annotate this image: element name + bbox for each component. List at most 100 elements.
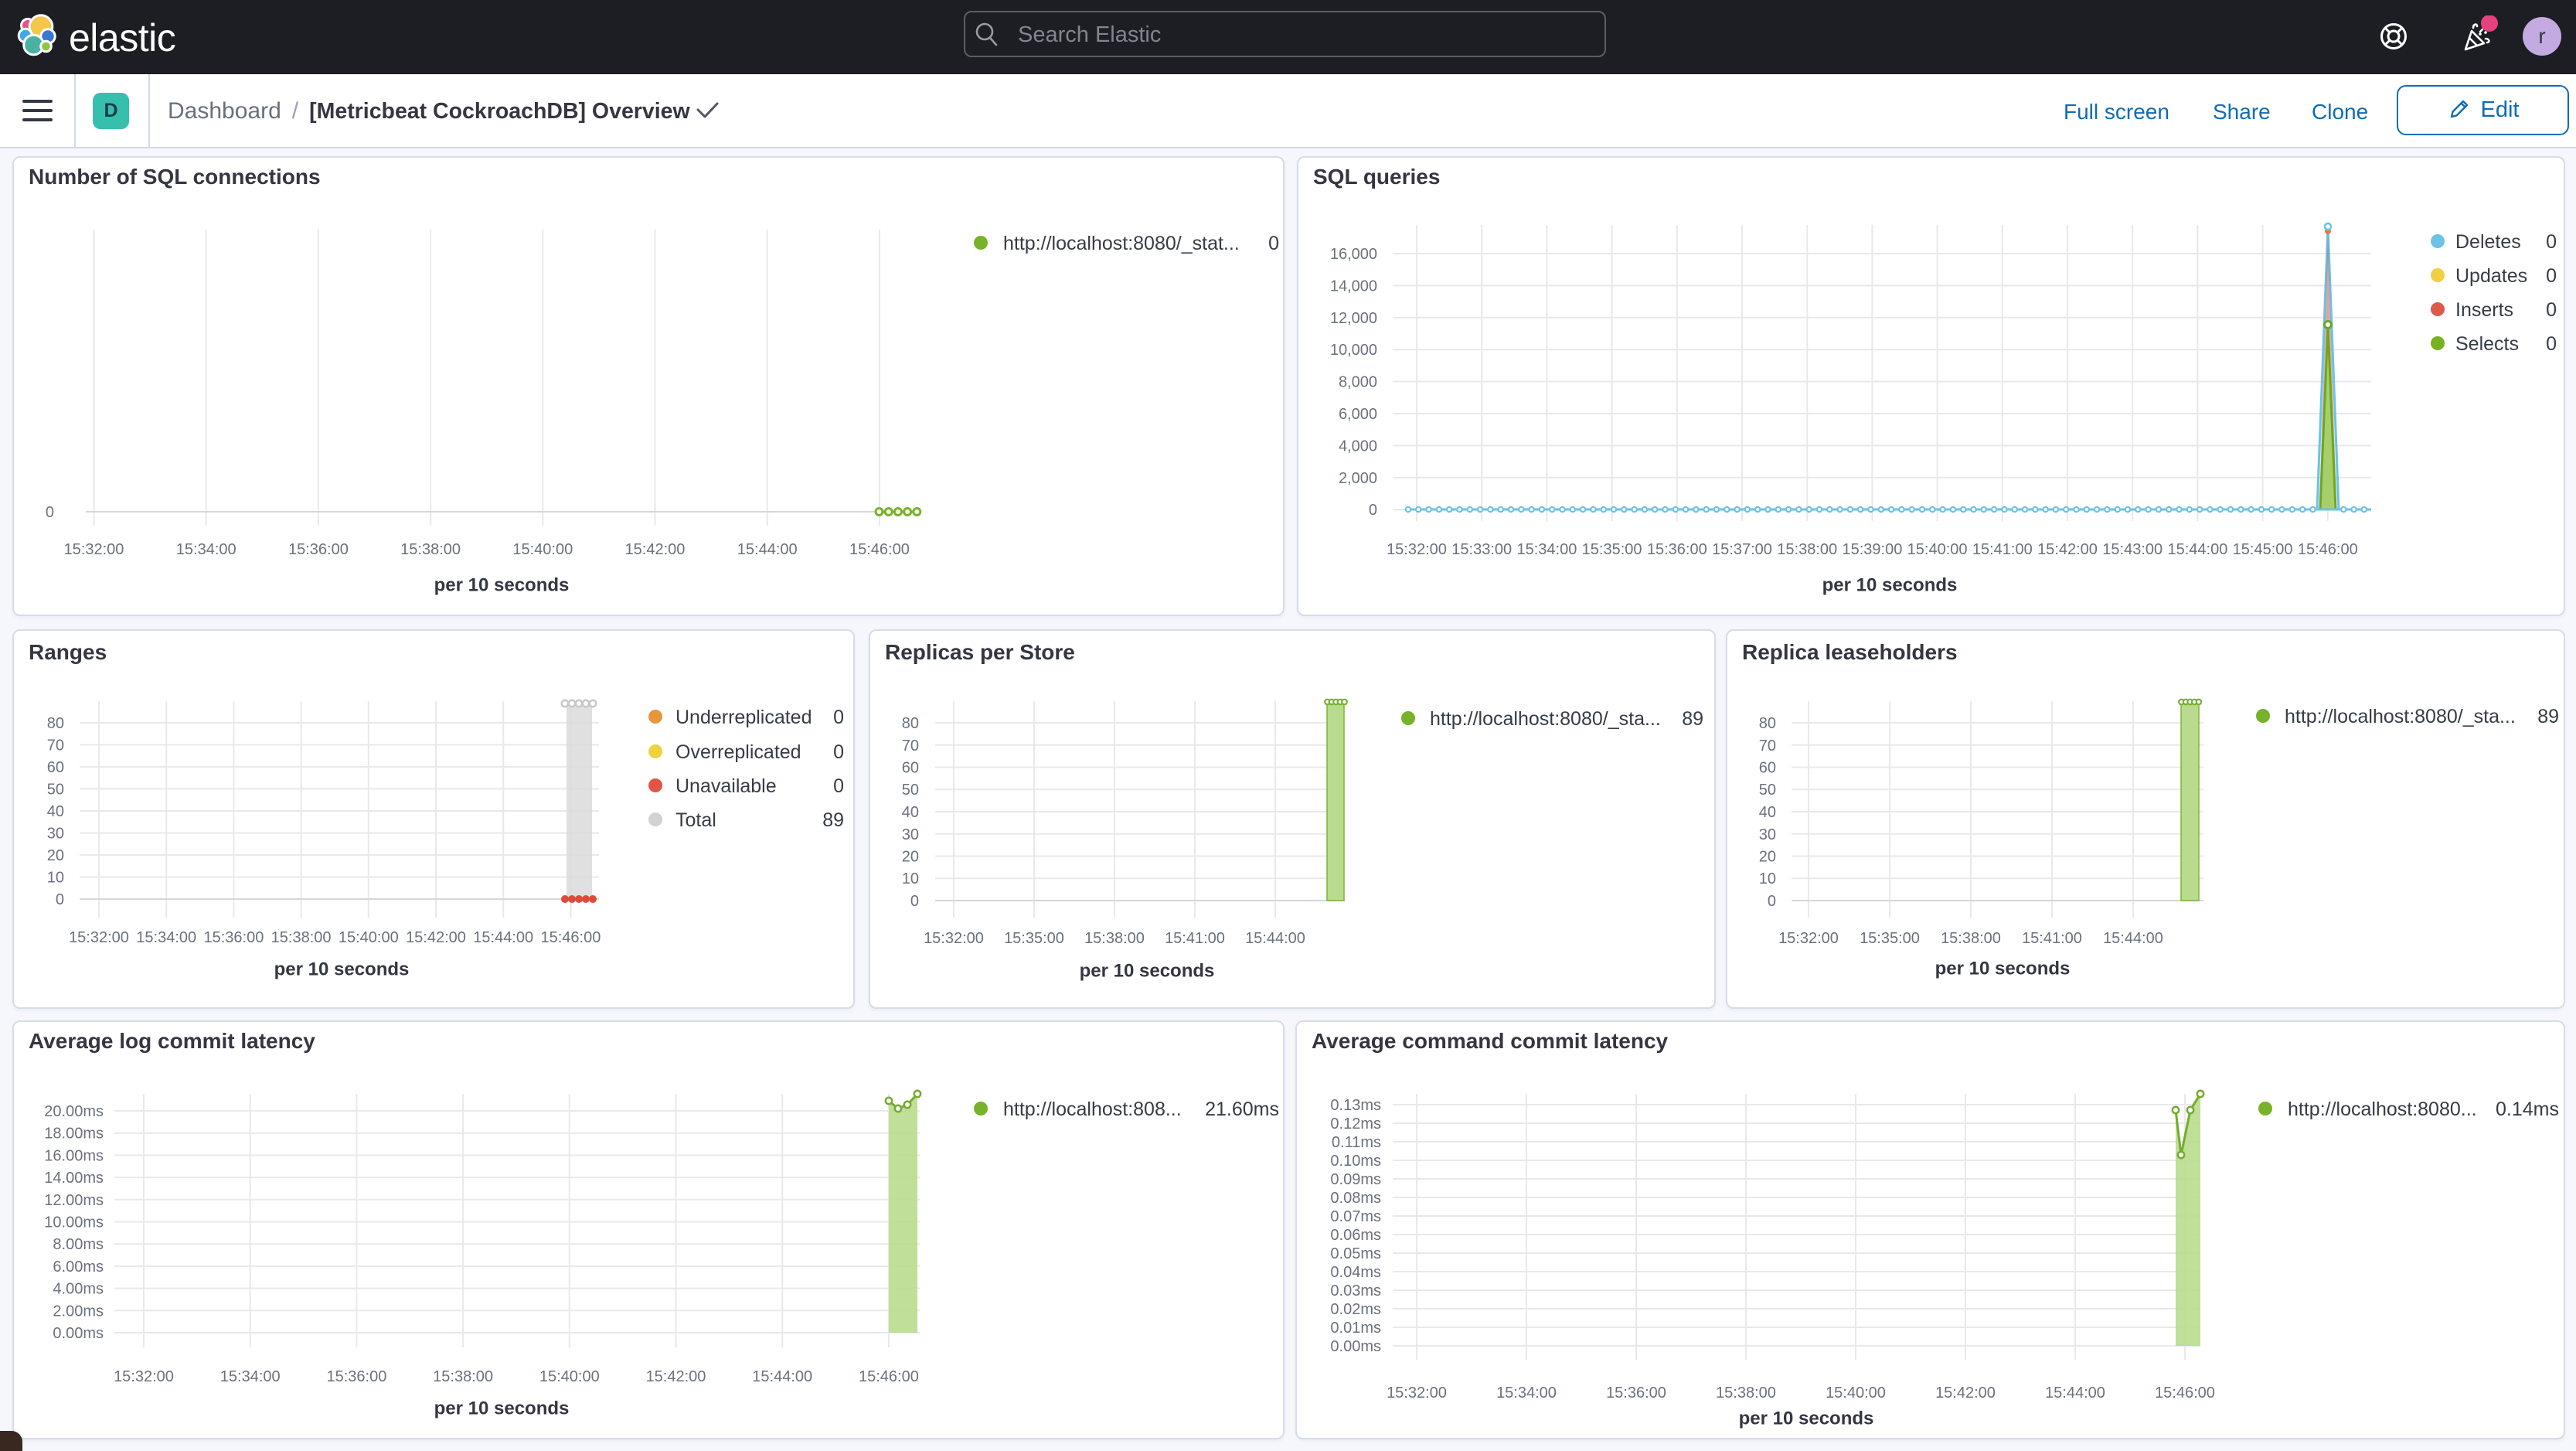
svg-text:0: 0 [2546, 231, 2557, 253]
svg-text:15:45:00: 15:45:00 [2233, 541, 2293, 558]
svg-text:15:32:00: 15:32:00 [64, 541, 124, 558]
svg-text:15:35:00: 15:35:00 [1582, 541, 1642, 558]
svg-text:8.00ms: 8.00ms [53, 1236, 104, 1253]
svg-text:Selects: Selects [2455, 333, 2519, 355]
svg-text:15:38:00: 15:38:00 [1941, 930, 2001, 947]
svg-text:0.13ms: 0.13ms [1330, 1097, 1381, 1114]
svg-text:10: 10 [47, 870, 64, 887]
svg-text:15:32:00: 15:32:00 [924, 930, 984, 947]
svg-text:6,000: 6,000 [1339, 406, 1377, 423]
svg-text:30: 30 [1759, 826, 1776, 843]
svg-text:15:42:00: 15:42:00 [406, 929, 466, 946]
svg-text:0.05ms: 0.05ms [1330, 1245, 1381, 1262]
svg-text:10,000: 10,000 [1330, 342, 1377, 359]
svg-text:http://localhost:8080...: http://localhost:8080... [2288, 1098, 2477, 1120]
svg-text:80: 80 [902, 715, 919, 732]
svg-text:Total: Total [675, 809, 716, 831]
svg-text:60: 60 [47, 759, 64, 776]
svg-text:10: 10 [902, 870, 919, 887]
svg-text:http://localhost:8080/_sta...: http://localhost:8080/_sta... [2285, 706, 2516, 727]
svg-text:89: 89 [1682, 708, 1703, 730]
svg-text:0.12ms: 0.12ms [1330, 1115, 1381, 1133]
svg-text:15:36:00: 15:36:00 [203, 929, 264, 946]
svg-text:http://localhost:8080/_stat...: http://localhost:8080/_stat... [1003, 233, 1240, 254]
svg-text:15:42:00: 15:42:00 [1935, 1385, 1996, 1402]
svg-text:Average log commit latency: Average log commit latency [29, 1029, 315, 1053]
svg-text:20.00ms: 20.00ms [44, 1103, 104, 1120]
svg-text:per 10 seconds: per 10 seconds [1822, 574, 1958, 595]
svg-text:15:36:00: 15:36:00 [288, 541, 349, 558]
svg-text:15:44:00: 15:44:00 [1245, 930, 1305, 947]
svg-text:89: 89 [822, 809, 844, 831]
svg-text:80: 80 [1759, 715, 1776, 732]
svg-text:15:34:00: 15:34:00 [220, 1368, 281, 1385]
svg-text:10: 10 [1759, 870, 1776, 887]
svg-text:15:40:00: 15:40:00 [512, 541, 573, 558]
svg-text:15:44:00: 15:44:00 [752, 1368, 812, 1385]
svg-text:15:43:00: 15:43:00 [2102, 541, 2163, 558]
svg-text:15:34:00: 15:34:00 [136, 929, 196, 946]
svg-text:15:35:00: 15:35:00 [1004, 930, 1064, 947]
svg-text:per 10 seconds: per 10 seconds [434, 1398, 570, 1419]
svg-text:80: 80 [47, 715, 64, 732]
svg-text:15:32:00: 15:32:00 [114, 1368, 174, 1385]
svg-text:15:41:00: 15:41:00 [2022, 930, 2082, 947]
svg-text:per 10 seconds: per 10 seconds [1080, 960, 1215, 981]
svg-text:Average command commit latency: Average command commit latency [1312, 1029, 1669, 1053]
svg-text:15:44:00: 15:44:00 [737, 541, 798, 558]
svg-text:2.00ms: 2.00ms [53, 1303, 104, 1320]
svg-text:4,000: 4,000 [1339, 438, 1377, 455]
svg-text:0: 0 [2546, 299, 2557, 321]
svg-text:16,000: 16,000 [1330, 246, 1377, 263]
svg-text:0.11ms: 0.11ms [1332, 1134, 1381, 1151]
svg-text:0.04ms: 0.04ms [1330, 1264, 1381, 1281]
svg-text:15:36:00: 15:36:00 [1647, 541, 1707, 558]
svg-text:15:44:00: 15:44:00 [2045, 1385, 2105, 1402]
svg-text:15:33:00: 15:33:00 [1451, 541, 1512, 558]
svg-text:15:38:00: 15:38:00 [1777, 541, 1837, 558]
svg-text:8,000: 8,000 [1339, 374, 1377, 391]
svg-text:70: 70 [1759, 737, 1776, 754]
svg-text:0.00ms: 0.00ms [1330, 1338, 1381, 1355]
svg-text:Unavailable: Unavailable [675, 775, 777, 797]
svg-text:20: 20 [1759, 849, 1776, 866]
svg-text:60: 60 [902, 760, 919, 777]
svg-text:0.07ms: 0.07ms [1330, 1208, 1381, 1225]
svg-text:18.00ms: 18.00ms [44, 1126, 104, 1143]
svg-text:40: 40 [902, 804, 919, 821]
svg-text:0: 0 [2546, 333, 2557, 355]
svg-text:15:40:00: 15:40:00 [1907, 541, 1968, 558]
svg-text:40: 40 [47, 803, 64, 820]
svg-text:15:34:00: 15:34:00 [1516, 541, 1577, 558]
svg-text:30: 30 [902, 826, 919, 843]
svg-text:15:42:00: 15:42:00 [2037, 541, 2098, 558]
svg-text:15:46:00: 15:46:00 [849, 541, 910, 558]
svg-text:0.06ms: 0.06ms [1330, 1227, 1381, 1244]
svg-text:15:44:00: 15:44:00 [2167, 541, 2227, 558]
svg-text:50: 50 [902, 782, 919, 799]
svg-text:15:44:00: 15:44:00 [2103, 930, 2163, 947]
svg-text:14,000: 14,000 [1330, 278, 1377, 295]
svg-text:15:39:00: 15:39:00 [1842, 541, 1902, 558]
svg-text:Deletes: Deletes [2455, 231, 2521, 253]
svg-text:http://localhost:8080/_sta...: http://localhost:8080/_sta... [1430, 708, 1661, 730]
svg-text:15:41:00: 15:41:00 [1165, 930, 1225, 947]
svg-text:0: 0 [1768, 893, 1776, 910]
svg-text:15:36:00: 15:36:00 [326, 1368, 386, 1385]
svg-text:60: 60 [1759, 760, 1776, 777]
svg-text:Replicas per Store: Replicas per Store [885, 640, 1075, 664]
svg-text:0: 0 [56, 891, 64, 908]
svg-text:40: 40 [1759, 804, 1776, 821]
svg-text:15:38:00: 15:38:00 [433, 1368, 493, 1385]
svg-text:0.10ms: 0.10ms [1330, 1153, 1381, 1170]
svg-text:70: 70 [902, 737, 919, 754]
svg-text:0.00ms: 0.00ms [53, 1325, 104, 1342]
svg-text:15:38:00: 15:38:00 [1084, 930, 1145, 947]
svg-text:per 10 seconds: per 10 seconds [1739, 1408, 1874, 1429]
svg-text:15:46:00: 15:46:00 [2155, 1385, 2215, 1402]
svg-text:0.03ms: 0.03ms [1330, 1282, 1381, 1299]
svg-text:0.02ms: 0.02ms [1330, 1301, 1381, 1318]
svg-text:16.00ms: 16.00ms [44, 1147, 104, 1164]
svg-text:70: 70 [47, 737, 64, 754]
svg-text:15:35:00: 15:35:00 [1860, 930, 1920, 947]
